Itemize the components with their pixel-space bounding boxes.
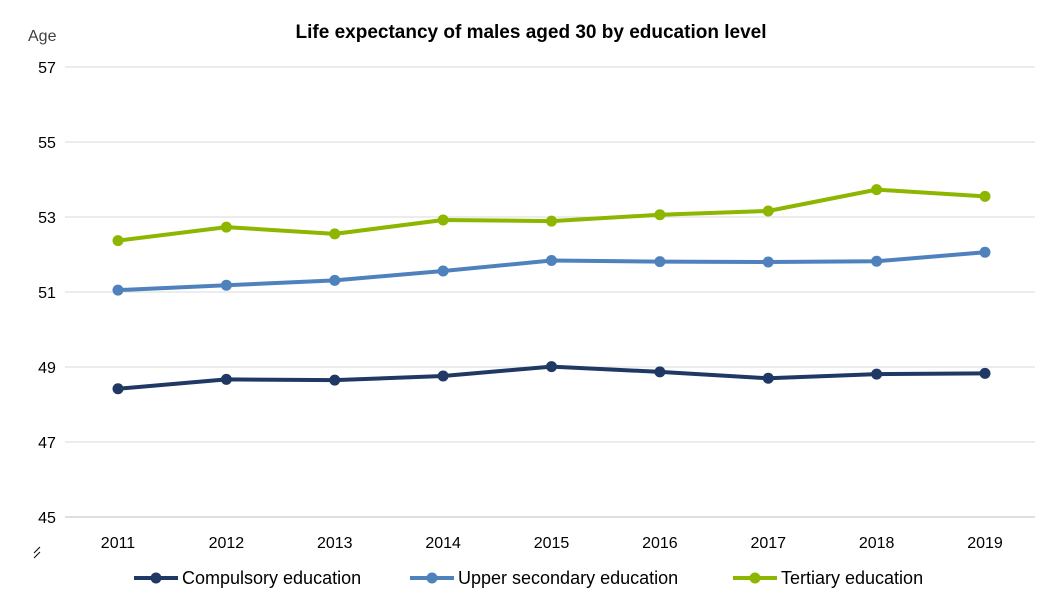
legend-item: Tertiary education	[733, 568, 923, 588]
data-point	[654, 256, 666, 268]
x-tick-label: 2011	[101, 535, 136, 552]
data-point	[654, 366, 666, 378]
x-axis-ticks: 2011 2012 2013 2014 2015 2016 2017 2018 2019	[101, 535, 1003, 552]
legend-swatch-marker	[749, 572, 761, 584]
data-point	[437, 370, 449, 382]
legend-swatch-marker	[426, 572, 438, 584]
y-tick-label: 53	[38, 210, 56, 227]
legend-label: Tertiary education	[781, 568, 923, 588]
y-tick-label: 47	[38, 435, 56, 452]
data-point	[329, 228, 341, 240]
data-point	[220, 373, 232, 385]
data-point	[762, 205, 774, 217]
y-tick-label: 51	[38, 285, 56, 302]
series-lines	[112, 184, 991, 395]
data-point	[220, 279, 232, 291]
data-point	[762, 256, 774, 268]
data-point	[220, 221, 232, 233]
legend-label: Compulsory education	[182, 568, 361, 588]
x-tick-label: 2018	[859, 535, 895, 552]
axis-break-icon	[33, 546, 41, 559]
data-point	[112, 284, 124, 296]
data-point	[979, 246, 991, 258]
y-axis-ticks: 45 47 49 51 53 55 57	[38, 60, 56, 527]
data-point	[979, 367, 991, 379]
x-tick-label: 2016	[642, 535, 678, 552]
chart-title: Life expectancy of males aged 30 by educ…	[296, 22, 767, 43]
data-point	[762, 372, 774, 384]
y-tick-label: 55	[38, 135, 56, 152]
data-point	[871, 368, 883, 380]
data-point	[979, 190, 991, 202]
legend-swatch-marker	[150, 572, 162, 584]
data-point	[329, 274, 341, 286]
gridlines	[65, 66, 1035, 518]
data-point	[112, 235, 124, 247]
y-tick-label: 45	[38, 510, 56, 527]
legend-item: Compulsory education	[134, 568, 361, 588]
data-point	[437, 214, 449, 226]
y-tick-label: 57	[38, 60, 56, 77]
data-point	[546, 361, 557, 373]
data-point	[871, 255, 883, 267]
data-point	[871, 184, 883, 196]
data-point	[112, 383, 124, 395]
data-point	[654, 209, 666, 221]
data-point	[329, 374, 341, 386]
legend-label: Upper secondary education	[458, 568, 678, 588]
data-point	[546, 215, 557, 227]
data-point	[437, 265, 449, 277]
y-tick-label: 49	[38, 360, 56, 377]
x-tick-label: 2014	[425, 535, 461, 552]
x-tick-label: 2012	[209, 535, 245, 552]
x-tick-label: 2017	[750, 535, 786, 552]
y-axis-label: Age	[28, 28, 57, 45]
series-line-2	[116, 187, 987, 243]
x-tick-label: 2013	[317, 535, 353, 552]
x-tick-label: 2015	[534, 535, 570, 552]
legend: Compulsory education Upper secondary educ…	[134, 568, 923, 588]
legend-item: Upper secondary education	[410, 568, 678, 588]
data-point	[546, 255, 557, 266]
x-tick-label: 2019	[967, 535, 1003, 552]
